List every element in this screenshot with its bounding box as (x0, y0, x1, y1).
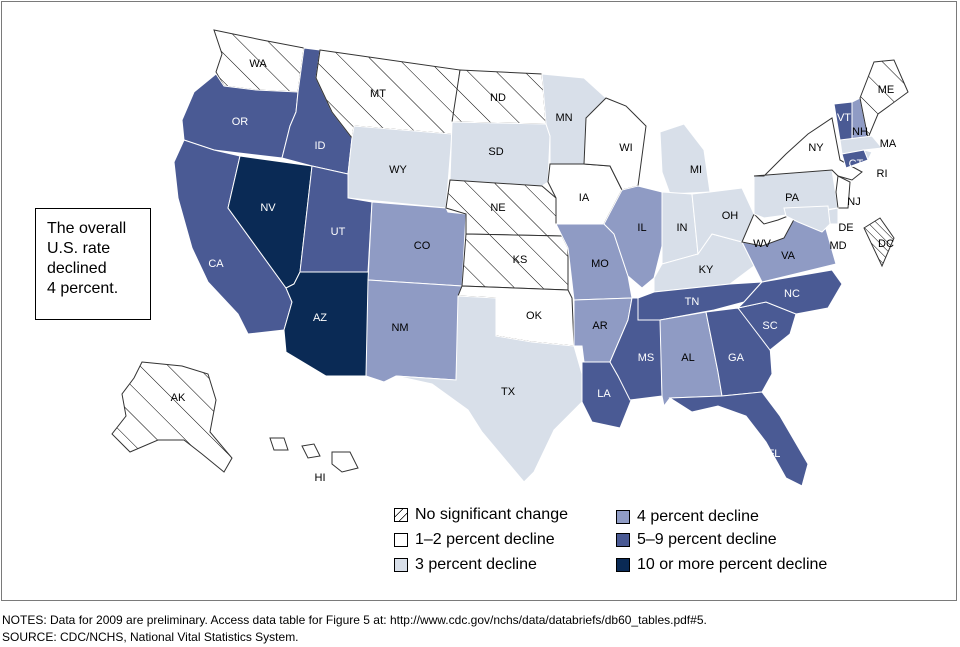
notes-line: NOTES: Data for 2009 are preliminary. Ac… (2, 613, 707, 627)
summary-callout: The overall U.S. rate declined 4 percent… (35, 208, 151, 320)
legend-label: No significant change (415, 506, 568, 523)
state-label-ma: MA (880, 138, 897, 150)
state-label-wi: WI (619, 142, 632, 154)
state-label-va: VA (781, 250, 796, 262)
legend-item-no-significant-change: No significant change (394, 505, 568, 525)
legend-item-10-plus-percent: 10 or more percent decline (616, 555, 827, 575)
state-nc (736, 269, 843, 315)
state-label-pa: PA (785, 192, 800, 204)
state-ma (839, 135, 883, 155)
state-nj (835, 175, 851, 209)
state-label-ne: NE (490, 202, 505, 214)
state-label-co: CO (414, 240, 431, 252)
state-label-or: OR (232, 116, 249, 128)
state-label-sc: SC (762, 320, 777, 332)
state-label-ak: AK (171, 392, 186, 404)
state-label-ct: CT (849, 158, 864, 170)
state-label-al: AL (681, 352, 694, 364)
legend-swatch (394, 558, 408, 572)
source-line: SOURCE: CDC/NCHS, National Vital Statist… (2, 630, 299, 644)
summary-line: The overall (47, 220, 127, 237)
state-label-nj: NJ (847, 196, 860, 208)
state-nm (365, 279, 463, 383)
state-label-de: DE (838, 222, 853, 234)
state-label-fl: FL (768, 448, 781, 460)
state-label-nd: ND (490, 92, 506, 104)
state-label-vt: VT (837, 112, 851, 124)
state-label-oh: OH (722, 210, 739, 222)
state-ak (111, 361, 233, 473)
state-label-nc: NC (784, 288, 800, 300)
state-label-ar: AR (592, 320, 607, 332)
legend-item-4-percent: 4 percent decline (616, 507, 759, 527)
state-ct (841, 149, 869, 169)
state-label-ok: OK (526, 310, 543, 322)
legend-swatch (394, 533, 408, 547)
state-label-mn: MN (555, 112, 572, 124)
state-label-in: IN (677, 222, 688, 234)
figure-frame: WA OR CA NV ID MT WY UT AZ CO NM ND SD NE KS OK TX MN IA MO… (1, 1, 957, 601)
state-az (283, 271, 375, 377)
state-label-ri: RI (877, 168, 888, 180)
state-label-me: ME (878, 84, 895, 96)
state-label-tn: TN (685, 296, 700, 308)
us-state-map: WA OR CA NV ID MT WY UT AZ CO NM ND SD NE KS OK TX MN IA MO… (111, 29, 909, 487)
state-md (783, 205, 831, 233)
state-fl (668, 391, 809, 487)
state-label-ks: KS (513, 254, 528, 266)
state-label-mo: MO (591, 258, 609, 270)
state-label-mi: MI (690, 164, 702, 176)
state-label-az: AZ (313, 312, 327, 324)
state-label-ms: MS (638, 352, 655, 364)
legend-swatch (616, 558, 630, 572)
figure-notes: NOTES: Data for 2009 are preliminary. Ac… (2, 612, 707, 646)
state-label-ga: GA (728, 352, 745, 364)
legend-label: 10 or more percent decline (637, 556, 828, 573)
state-mi (659, 123, 711, 195)
summary-line: U.S. rate (47, 240, 111, 257)
state-label-ny: NY (808, 142, 824, 154)
state-label-hi: HI (315, 472, 326, 484)
legend-swatch (394, 508, 408, 522)
legend-item-5-9-percent: 5–9 percent decline (616, 530, 777, 550)
state-ny (753, 117, 863, 181)
state-dc (863, 217, 895, 268)
legend-label: 1–2 percent decline (415, 531, 555, 548)
map-legend: No significant change 1–2 percent declin… (394, 505, 864, 581)
state-label-ca: CA (208, 258, 224, 270)
state-label-tx: TX (501, 386, 516, 398)
state-label-md: MD (829, 240, 846, 252)
legend-item-1-2-percent: 1–2 percent decline (394, 530, 555, 550)
summary-line: declined (47, 260, 107, 277)
legend-swatch (616, 533, 630, 547)
legend-swatch (616, 510, 630, 524)
state-hi (269, 437, 359, 473)
state-label-wa: WA (249, 58, 267, 70)
state-label-mt: MT (370, 88, 386, 100)
state-label-sd: SD (488, 146, 503, 158)
state-il (603, 185, 663, 289)
state-label-la: LA (597, 388, 611, 400)
state-tx (395, 295, 583, 483)
state-label-il: IL (637, 222, 646, 234)
state-ks (461, 233, 569, 291)
state-label-ia: IA (579, 192, 590, 204)
legend-label: 3 percent decline (415, 556, 537, 573)
state-label-nh: NH (852, 126, 868, 138)
state-label-wy: WY (389, 164, 407, 176)
state-label-ky: KY (699, 264, 714, 276)
summary-line: 4 percent. (47, 280, 119, 297)
legend-label: 5–9 percent decline (637, 531, 777, 548)
legend-label: 4 percent decline (637, 508, 759, 525)
state-label-nv: NV (260, 202, 276, 214)
state-label-wv: WV (753, 238, 771, 250)
state-label-ut: UT (331, 226, 346, 238)
state-label-dc: DC (878, 238, 894, 250)
legend-item-3-percent: 3 percent decline (394, 555, 537, 575)
state-label-nm: NM (391, 322, 408, 334)
state-label-id: ID (315, 140, 326, 152)
